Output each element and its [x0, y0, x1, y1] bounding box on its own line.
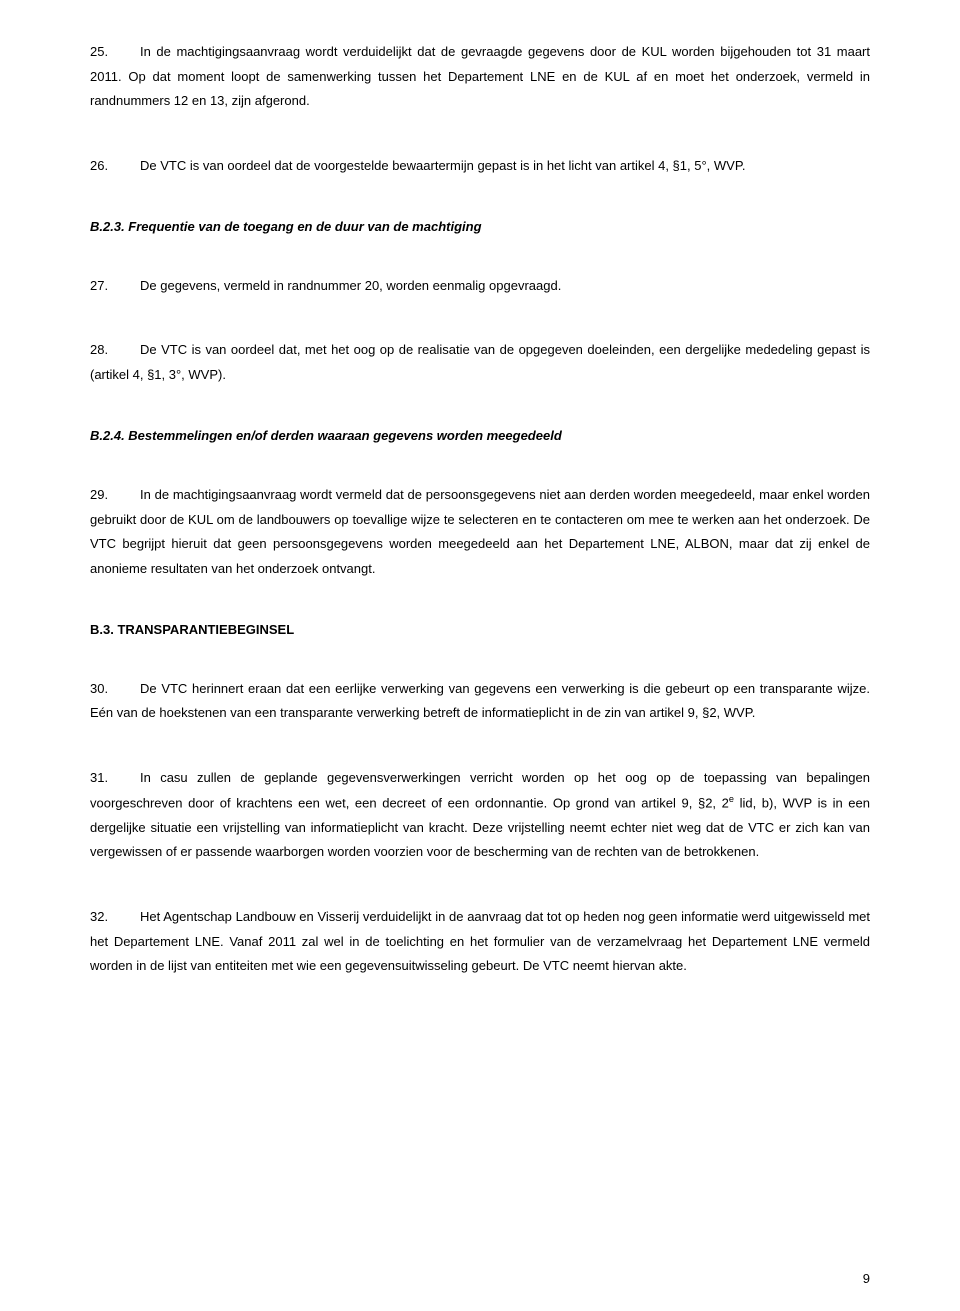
- paragraph-25: 25.In de machtigingsaanvraag wordt verdu…: [90, 40, 870, 114]
- paragraph-31: 31.In casu zullen de geplande gegevensve…: [90, 766, 870, 865]
- document-page: 25.In de machtigingsaanvraag wordt verdu…: [0, 0, 960, 1311]
- para-text: In de machtigingsaanvraag wordt verduide…: [90, 44, 870, 108]
- paragraph-30: 30.De VTC herinnert eraan dat een eerlij…: [90, 677, 870, 726]
- paragraph-28: 28.De VTC is van oordeel dat, met het oo…: [90, 338, 870, 387]
- para-text: De VTC is van oordeel dat de voorgesteld…: [140, 158, 745, 173]
- para-text: In de machtigingsaanvraag wordt vermeld …: [90, 487, 870, 576]
- para-text: Het Agentschap Landbouw en Visserij verd…: [90, 909, 870, 973]
- para-text: De VTC herinnert eraan dat een eerlijke …: [90, 681, 870, 721]
- paragraph-32: 32.Het Agentschap Landbouw en Visserij v…: [90, 905, 870, 979]
- para-number: 25.: [90, 40, 140, 65]
- para-number: 32.: [90, 905, 140, 930]
- para-number: 27.: [90, 274, 140, 299]
- para-number: 31.: [90, 766, 140, 791]
- para-number: 28.: [90, 338, 140, 363]
- page-number: 9: [863, 1271, 870, 1286]
- heading-b23: B.2.3. Frequentie van de toegang en de d…: [90, 219, 870, 234]
- para-number: 29.: [90, 483, 140, 508]
- heading-b24: B.2.4. Bestemmelingen en/of derden waara…: [90, 428, 870, 443]
- paragraph-27: 27.De gegevens, vermeld in randnummer 20…: [90, 274, 870, 299]
- paragraph-29: 29.In de machtigingsaanvraag wordt verme…: [90, 483, 870, 582]
- para-text: De gegevens, vermeld in randnummer 20, w…: [140, 278, 561, 293]
- para-number: 26.: [90, 154, 140, 179]
- para-text: De VTC is van oordeel dat, met het oog o…: [90, 342, 870, 382]
- para-number: 30.: [90, 677, 140, 702]
- paragraph-26: 26.De VTC is van oordeel dat de voorgest…: [90, 154, 870, 179]
- heading-b3: B.3. TRANSPARANTIEBEGINSEL: [90, 622, 870, 637]
